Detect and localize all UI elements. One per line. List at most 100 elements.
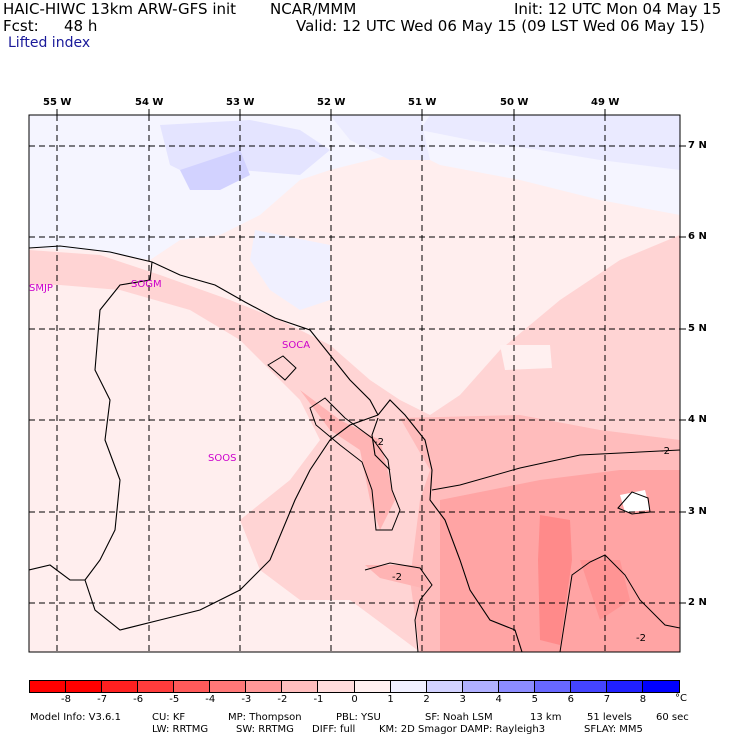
colorbar-tick-label: 2 — [423, 694, 430, 705]
lat-label: 6 N — [688, 231, 707, 242]
border-suriname-guiana — [84, 261, 379, 631]
lat-label: 5 N — [688, 323, 707, 334]
shortwave-scheme: SW: RRTMG — [236, 724, 294, 735]
grid-spacing: 13 km — [530, 712, 562, 723]
contour-label: -2 — [374, 437, 384, 448]
contour-neg2-d — [364, 562, 433, 652]
colorbar-swatch — [461, 680, 501, 693]
colorbar-swatch — [245, 680, 284, 693]
colorbar-swatch — [353, 680, 393, 693]
colorbar-swatch — [569, 680, 609, 693]
lon-label: 55 W — [43, 97, 72, 108]
lon-label: 49 W — [591, 97, 620, 108]
station-label: SMJP — [29, 283, 53, 294]
contour-neg2-a — [267, 355, 297, 381]
lon-label: 52 W — [317, 97, 346, 108]
time-step: 60 sec — [656, 712, 689, 723]
colorbar-tick-label: 7 — [603, 694, 611, 705]
eddy-coefficient: KM: 2D Smagor — [379, 724, 457, 735]
shade-light-patch — [500, 345, 552, 370]
colorbar-tick-label: 5 — [531, 694, 538, 705]
colorbar-swatch — [425, 680, 465, 693]
colorbar-tick-label: -8 — [61, 694, 72, 705]
shade-neg3-coast — [300, 390, 395, 530]
pbl-scheme: PBL: YSU — [336, 712, 381, 723]
map-frame — [28, 114, 681, 653]
colorbar-tick-label: -6 — [133, 694, 144, 705]
lat-label: 7 N — [688, 140, 707, 151]
colorbar-tick-label: -2 — [277, 694, 288, 705]
lat-label: 2 N — [688, 597, 707, 608]
colorbar-swatch — [65, 680, 104, 693]
shade-0-1-mid — [330, 115, 430, 160]
colorbar-tick-label: -3 — [241, 694, 252, 705]
colorbar-swatch — [605, 680, 645, 693]
lon-label: 50 W — [500, 97, 529, 108]
contour-label: -2 — [636, 633, 646, 644]
lat-label: 4 N — [688, 414, 707, 425]
colorbar-swatch — [641, 680, 681, 693]
colorbar-tick-label: 0 — [351, 694, 358, 705]
model-info: Model Info: V3.6.1 — [30, 712, 121, 723]
shade-1-top-east — [420, 115, 680, 170]
coastline-north — [29, 245, 379, 416]
valid-time: Valid: 12 UTC Wed 06 May 15 (09 LST Wed … — [296, 17, 705, 35]
shade-1-2-patch — [180, 150, 250, 190]
contour-neg2-b — [309, 397, 401, 531]
contour-label: -2 — [660, 446, 670, 457]
colorbar-tick-label: 1 — [387, 694, 394, 705]
shade-neg4-neg3 — [538, 515, 572, 645]
colorbar-unit: °C — [675, 693, 687, 704]
contour-label: -2 — [392, 572, 402, 583]
colorbar-tick-label: 8 — [639, 694, 647, 705]
colorbar-swatch — [29, 680, 68, 693]
border-southwest — [29, 564, 85, 581]
microphysics-scheme: MP: Thompson — [228, 712, 302, 723]
colorbar-tick-label: 6 — [567, 694, 575, 705]
colorbar-tick-label: -1 — [313, 694, 324, 705]
contour-neg2-c — [431, 449, 680, 491]
damping-option: DAMP: Rayleigh3 — [460, 724, 546, 735]
colorbar-swatch — [497, 680, 537, 693]
longwave-scheme: LW: RRTMG — [152, 724, 209, 735]
shade-0-1-west — [250, 230, 330, 310]
contours — [267, 355, 680, 652]
surface-layer: SFLAY: MM5 — [584, 724, 643, 735]
tick-marks — [56, 109, 686, 604]
colorbar-swatch — [209, 680, 248, 693]
center-name: NCAR/MMM — [270, 0, 357, 18]
colorbar-tick-label: 4 — [495, 694, 502, 705]
vertical-levels: 51 levels — [587, 712, 632, 723]
lon-label: 51 W — [408, 97, 437, 108]
station-label: SOGM — [131, 279, 162, 290]
field-name: Lifted index — [8, 35, 91, 51]
colorbar-swatch — [533, 680, 573, 693]
init-time: Init: 12 UTC Mon 04 May 15 — [514, 0, 722, 18]
colorbar-tick-label: -7 — [97, 694, 108, 705]
model-title: HAIC-HIWC 13km ARW-GFS init — [3, 0, 237, 18]
contour-neg2-f — [617, 491, 651, 515]
surface-scheme: SF: Noah LSM — [425, 712, 493, 723]
colorbar-tick-label: -4 — [205, 694, 216, 705]
colorbar-swatch — [101, 680, 140, 693]
colorbar-swatch — [389, 680, 429, 693]
lat-label: 3 N — [688, 506, 707, 517]
station-label: SOOS — [208, 453, 237, 464]
diffusion-option: DIFF: full — [312, 724, 356, 735]
coastline-east — [377, 399, 523, 652]
cumulus-scheme: CU: KF — [152, 712, 186, 723]
lon-label: 54 W — [135, 97, 164, 108]
colorbar-swatch — [137, 680, 176, 693]
colorbar-swatch — [281, 680, 320, 693]
colorbar-swatch — [173, 680, 212, 693]
border-oyapock — [371, 417, 391, 471]
lon-label: 53 W — [226, 97, 255, 108]
lat-lon-grid — [29, 115, 680, 652]
colorbar-tick-label: -5 — [169, 694, 180, 705]
contour-neg2-e — [559, 554, 680, 652]
forecast-label: Fcst: — [3, 17, 39, 35]
colorbar-tick-label: 3 — [459, 694, 466, 705]
station-label: SOCA — [282, 340, 311, 351]
shade-neg3-south — [365, 565, 430, 590]
